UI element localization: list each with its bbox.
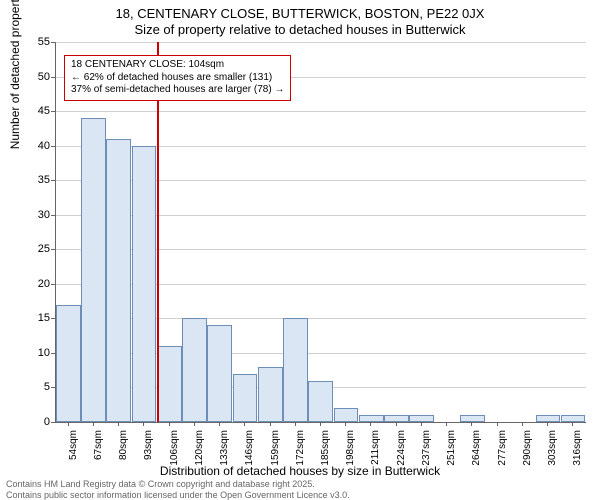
annotation-box: 18 CENTENARY CLOSE: 104sqm ← 62% of deta… (64, 55, 291, 101)
xtick-mark (320, 422, 321, 426)
xtick-mark (421, 422, 422, 426)
xtick-label: 54sqm (68, 430, 79, 470)
histogram-bar (182, 318, 207, 422)
annotation-line: ← 62% of detached houses are smaller (13… (71, 72, 284, 85)
xtick-label: 277sqm (497, 430, 508, 470)
xtick-mark (446, 422, 447, 426)
ytick-label: 35 (20, 174, 50, 186)
ytick-mark (51, 180, 55, 181)
gridline (56, 42, 586, 43)
xtick-label: 290sqm (522, 430, 533, 470)
histogram-chart: 18, CENTENARY CLOSE, BUTTERWICK, BOSTON,… (0, 0, 600, 500)
xtick-label: 198sqm (345, 430, 356, 470)
xtick-label: 316sqm (572, 430, 583, 470)
xtick-mark (547, 422, 548, 426)
xtick-mark (93, 422, 94, 426)
xtick-mark (345, 422, 346, 426)
xtick-mark (270, 422, 271, 426)
histogram-bar (536, 415, 561, 422)
histogram-bar (233, 374, 258, 422)
ytick-label: 10 (20, 347, 50, 359)
ytick-mark (51, 387, 55, 388)
xtick-label: 93sqm (143, 430, 154, 470)
ytick-label: 20 (20, 278, 50, 290)
ytick-mark (51, 318, 55, 319)
xtick-label: 146sqm (244, 430, 255, 470)
histogram-bar (258, 367, 283, 422)
xtick-mark (295, 422, 296, 426)
ytick-mark (51, 77, 55, 78)
annotation-line: 18 CENTENARY CLOSE: 104sqm (71, 59, 284, 72)
xtick-label: 133sqm (219, 430, 230, 470)
ytick-label: 40 (20, 140, 50, 152)
histogram-bar (56, 305, 81, 422)
xtick-mark (572, 422, 573, 426)
xtick-mark (471, 422, 472, 426)
histogram-bar (384, 415, 409, 422)
histogram-bar (308, 381, 333, 422)
xtick-mark (244, 422, 245, 426)
histogram-bar (334, 408, 359, 422)
ytick-mark (51, 284, 55, 285)
gridline (56, 111, 586, 112)
xtick-label: 159sqm (270, 430, 281, 470)
xtick-label: 224sqm (396, 430, 407, 470)
xtick-label: 251sqm (446, 430, 457, 470)
xtick-label: 185sqm (320, 430, 331, 470)
ytick-mark (51, 249, 55, 250)
xtick-mark (169, 422, 170, 426)
xtick-mark (143, 422, 144, 426)
histogram-bar (132, 146, 157, 422)
xtick-mark (396, 422, 397, 426)
xtick-label: 67sqm (93, 430, 104, 470)
histogram-bar (561, 415, 586, 422)
xtick-label: 303sqm (547, 430, 558, 470)
ytick-label: 0 (20, 416, 50, 428)
ytick-label: 30 (20, 209, 50, 221)
ytick-label: 5 (20, 381, 50, 393)
xtick-label: 211sqm (370, 430, 381, 470)
ytick-mark (51, 422, 55, 423)
ytick-mark (51, 215, 55, 216)
ytick-mark (51, 111, 55, 112)
xtick-label: 237sqm (421, 430, 432, 470)
histogram-bar (106, 139, 131, 422)
ytick-label: 50 (20, 71, 50, 83)
ytick-label: 45 (20, 105, 50, 117)
xtick-mark (68, 422, 69, 426)
ytick-mark (51, 42, 55, 43)
xtick-label: 172sqm (295, 430, 306, 470)
xtick-label: 80sqm (118, 430, 129, 470)
histogram-bar (157, 346, 182, 422)
histogram-bar (460, 415, 485, 422)
ytick-label: 15 (20, 312, 50, 324)
footer-line: Contains public sector information licen… (6, 490, 350, 500)
xtick-mark (370, 422, 371, 426)
xtick-mark (118, 422, 119, 426)
ytick-mark (51, 146, 55, 147)
xtick-mark (497, 422, 498, 426)
xtick-label: 264sqm (471, 430, 482, 470)
ytick-label: 25 (20, 243, 50, 255)
xtick-label: 106sqm (169, 430, 180, 470)
histogram-bar (283, 318, 308, 422)
footer-line: Contains HM Land Registry data © Crown c… (6, 479, 315, 489)
xtick-label: 120sqm (194, 430, 205, 470)
ytick-mark (51, 353, 55, 354)
chart-footer: Contains HM Land Registry data © Crown c… (6, 479, 594, 500)
histogram-bar (81, 118, 106, 422)
xtick-mark (194, 422, 195, 426)
ytick-label: 55 (20, 36, 50, 48)
annotation-line: 37% of semi-detached houses are larger (… (71, 84, 284, 97)
histogram-bar (207, 325, 232, 422)
chart-title-main: 18, CENTENARY CLOSE, BUTTERWICK, BOSTON,… (0, 6, 600, 21)
xtick-mark (522, 422, 523, 426)
xtick-mark (219, 422, 220, 426)
chart-title-sub: Size of property relative to detached ho… (0, 22, 600, 37)
histogram-bar (409, 415, 434, 422)
histogram-bar (359, 415, 384, 422)
